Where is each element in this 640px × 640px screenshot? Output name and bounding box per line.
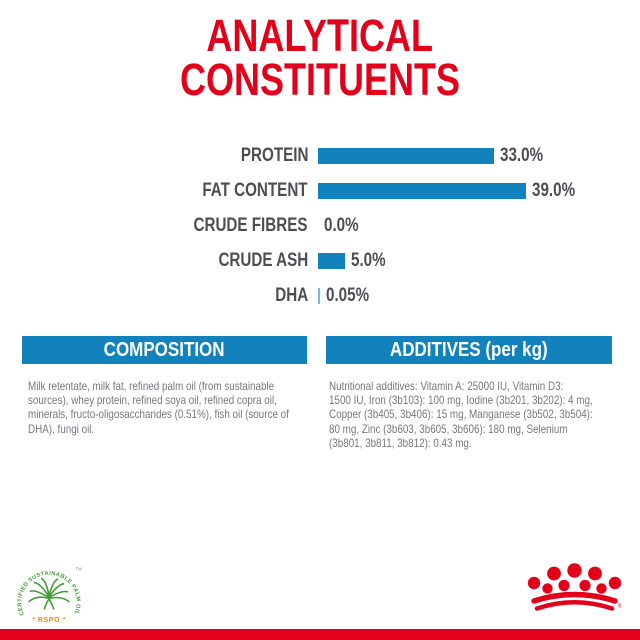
chart-bar <box>318 252 345 269</box>
chart-bar <box>318 287 320 304</box>
composition-body: Milk retentate, milk fat, refined palm o… <box>28 379 289 436</box>
bottom-red-strip <box>0 629 640 640</box>
additives-header: ADDITIVES (per kg) <box>326 336 612 364</box>
registered-mark: ® <box>618 603 621 610</box>
chart-label: DHA <box>275 284 308 306</box>
chart-value: 0.05% <box>326 284 370 306</box>
crown-bands <box>531 591 618 611</box>
chart-value: 5.0% <box>350 249 386 271</box>
rspo-label: RSPO <box>38 617 60 624</box>
chart-bar <box>318 182 526 199</box>
chart-row-protein: PROTEIN 33.0% <box>0 138 640 173</box>
rspo-certification-logo: CERTIFIED SUSTAINABLE PALM OIL TM RSPO <box>17 567 82 624</box>
chart-row-dha: DHA 0.05% <box>0 278 640 313</box>
chart-label: CRUDE FIBRES <box>193 214 308 236</box>
chart-bar <box>318 147 494 164</box>
page-title-line1: ANALYTICAL <box>206 10 434 61</box>
chart-value: 0.0% <box>324 214 359 236</box>
crown-dots <box>527 563 621 594</box>
chart-row-fat-content: FAT CONTENT 39.0% <box>0 173 640 208</box>
chart-row-crude-fibres: CRUDE FIBRES 0.0% <box>0 208 640 243</box>
analytical-constituents-chart: PROTEIN 33.0% FAT CONTENT 39.0% CRUDE FI… <box>0 138 640 313</box>
palm-tree-icon <box>28 577 70 610</box>
chart-value: 39.0% <box>532 179 576 201</box>
additives-body: Nutritional additives: Vitamin A: 25000 … <box>329 379 593 450</box>
chart-label: PROTEIN <box>240 144 308 166</box>
page-title-line2: CONSTITUENTS <box>179 54 460 105</box>
chart-label: FAT CONTENT <box>202 179 308 201</box>
page-title: ANALYTICAL CONSTITUENTS <box>0 10 640 105</box>
royal-canin-crown-logo: ® <box>527 563 621 611</box>
composition-header: COMPOSITION <box>22 336 307 364</box>
chart-value: 33.0% <box>500 144 544 166</box>
chart-label: CRUDE ASH <box>218 249 308 271</box>
chart-row-crude-ash: CRUDE ASH 5.0% <box>0 243 640 278</box>
rspo-trademark: TM <box>75 567 82 572</box>
